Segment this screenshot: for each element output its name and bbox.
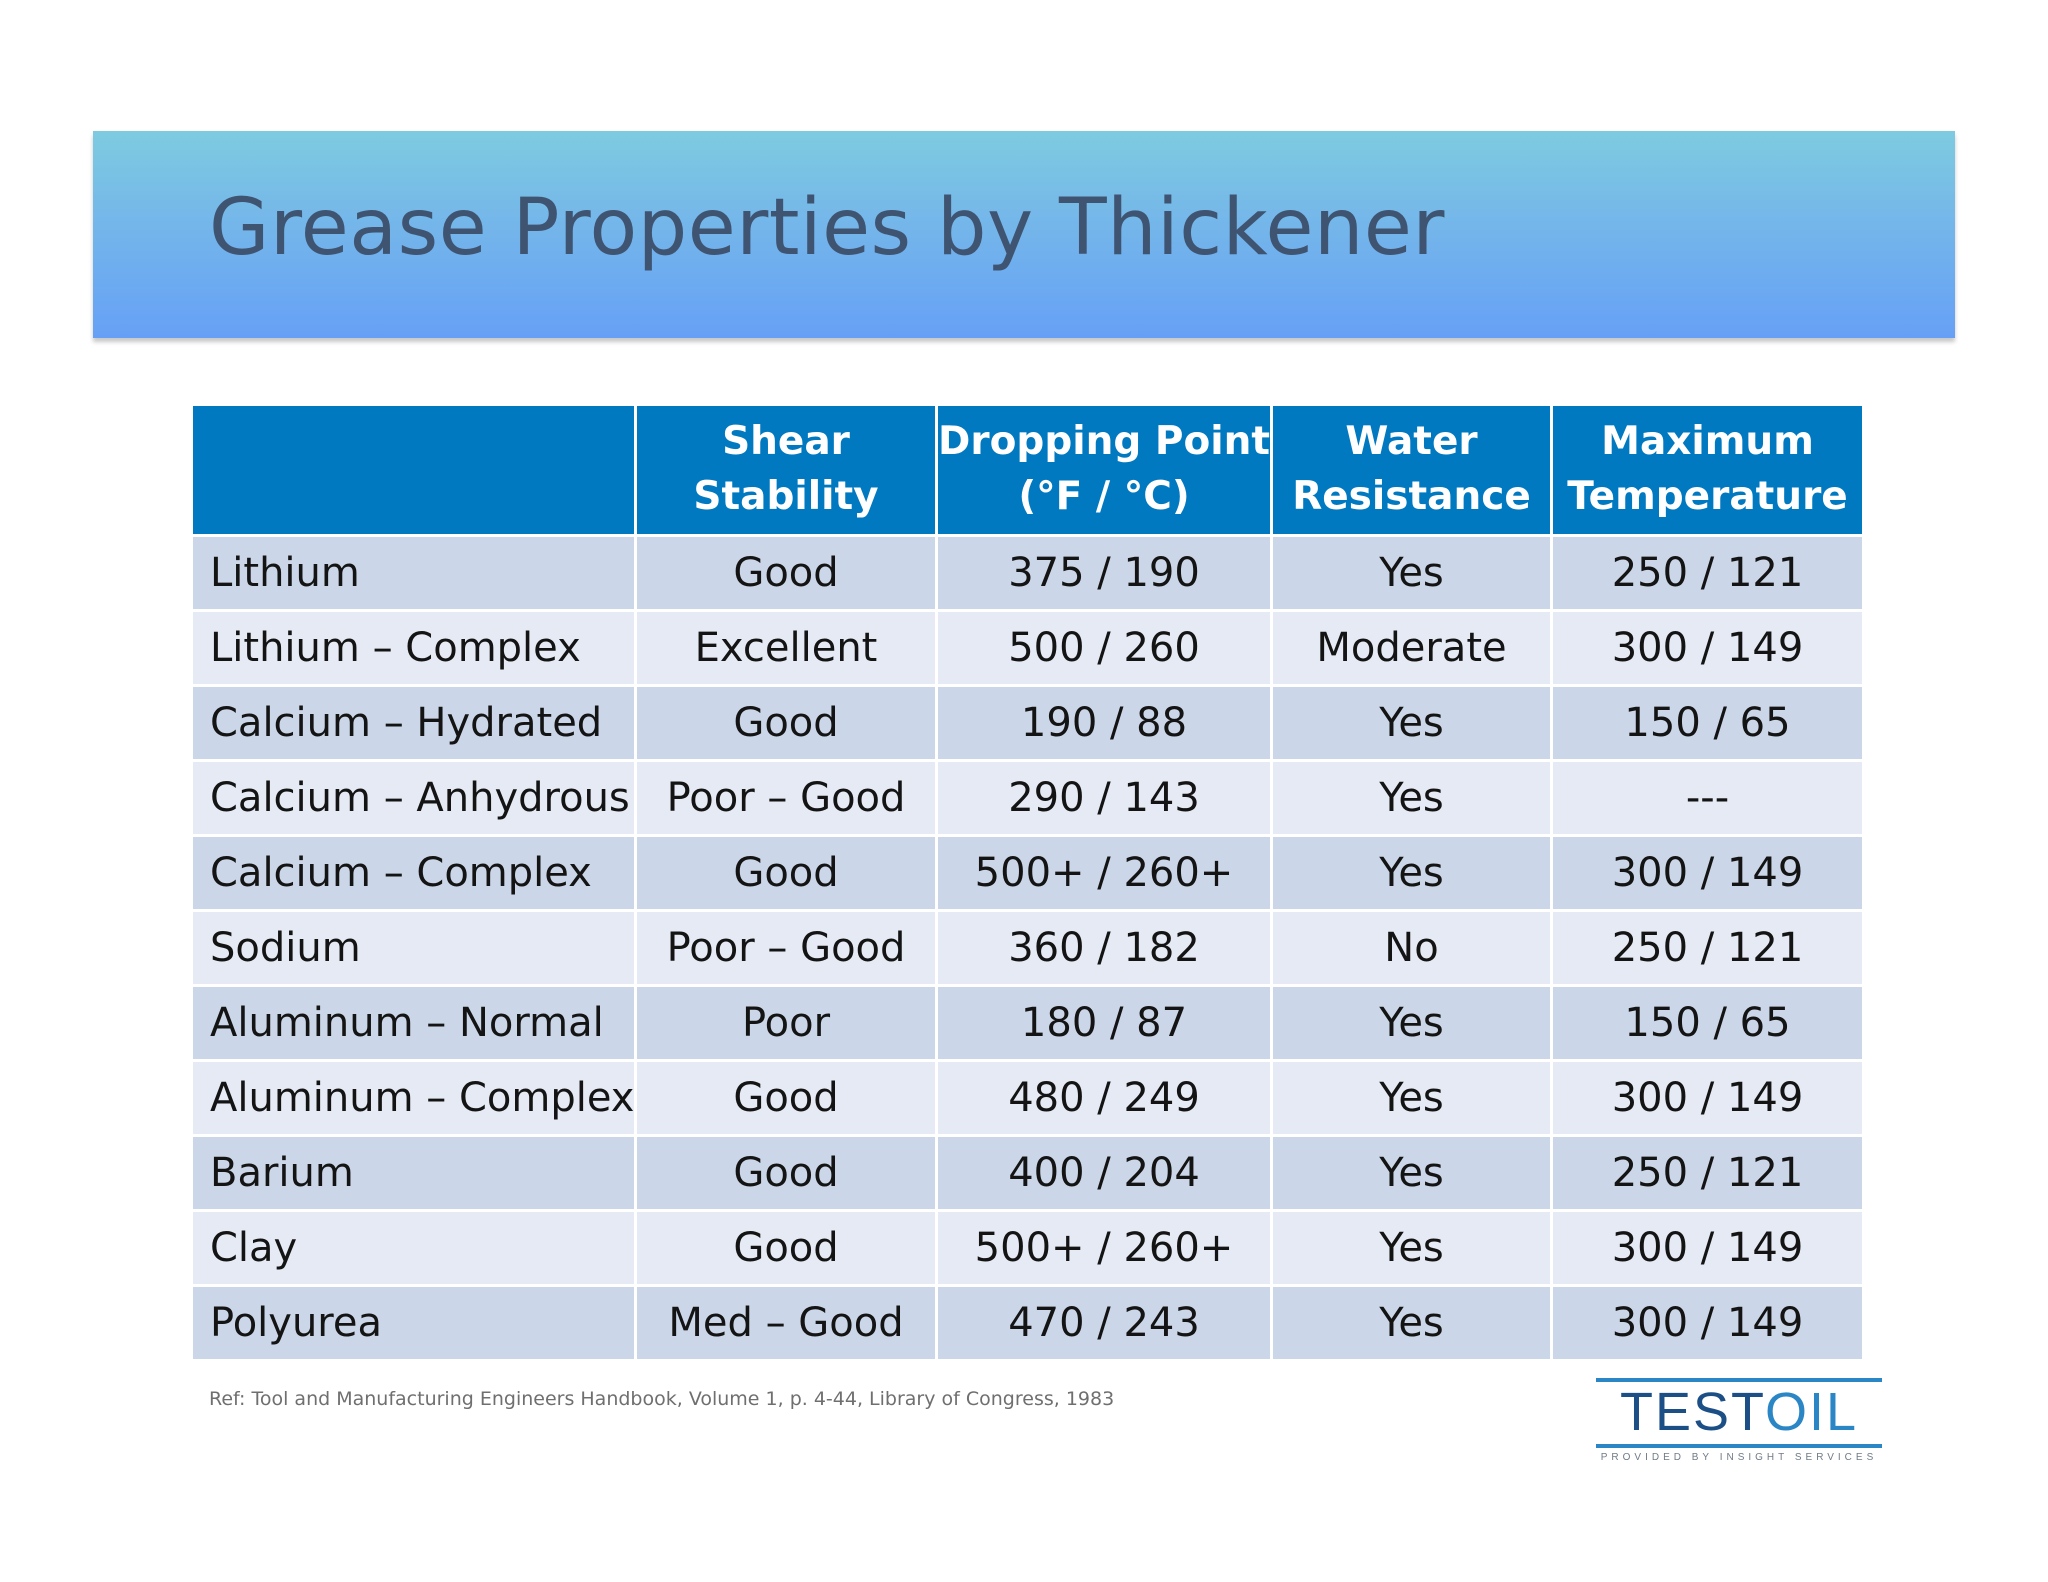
cell-water-resistance: Yes [1270, 684, 1553, 762]
logo-bottom-bar [1596, 1444, 1882, 1448]
cell-dropping-point: 290 / 143 [935, 759, 1273, 837]
cell-shear-stability: Poor [634, 984, 938, 1062]
header-line: (°F / °C) [1018, 474, 1190, 519]
cell-thickener: Calcium – Hydrated [190, 684, 637, 762]
cell-maximum-temperature: 250 / 121 [1550, 534, 1865, 612]
cell-shear-stability: Good [634, 1059, 938, 1137]
cell-maximum-temperature: 150 / 65 [1550, 984, 1865, 1062]
cell-dropping-point: 400 / 204 [935, 1134, 1273, 1212]
cell-dropping-point: 500+ / 260+ [935, 1209, 1273, 1287]
table-header-row: Shear Stability Dropping Point (°F / °C)… [190, 403, 1865, 537]
table-row: Aluminum – Complex Good 480 / 249 Yes 300 / … [190, 1059, 1865, 1137]
cell-dropping-point: 375 / 190 [935, 534, 1273, 612]
cell-dropping-point: 470 / 243 [935, 1284, 1273, 1362]
cell-maximum-temperature: 300 / 149 [1550, 1209, 1865, 1287]
title-banner: Grease Properties by Thickener [93, 131, 1955, 338]
cell-water-resistance: Yes [1270, 1284, 1553, 1362]
slide-title: Grease Properties by Thickener [209, 183, 1445, 273]
logo-top-bar [1596, 1378, 1882, 1382]
logo-word-oil: OIL [1764, 1382, 1859, 1442]
header-shear-stability: Shear Stability [634, 403, 938, 537]
cell-thickener: Barium [190, 1134, 637, 1212]
cell-water-resistance: Yes [1270, 1209, 1553, 1287]
table-row: Sodium Poor – Good 360 / 182 No 250 / 121 [190, 909, 1865, 987]
cell-thickener: Calcium – Complex [190, 834, 637, 912]
header-line: Stability [693, 474, 879, 519]
cell-maximum-temperature: 250 / 121 [1550, 909, 1865, 987]
cell-thickener: Lithium [190, 534, 637, 612]
header-line: Water [1345, 419, 1478, 465]
grease-properties-table: Shear Stability Dropping Point (°F / °C)… [190, 403, 1865, 1362]
cell-thickener: Sodium [190, 909, 637, 987]
cell-dropping-point: 360 / 182 [935, 909, 1273, 987]
cell-dropping-point: 190 / 88 [935, 684, 1273, 762]
cell-shear-stability: Good [634, 1134, 938, 1212]
cell-maximum-temperature: 250 / 121 [1550, 1134, 1865, 1212]
cell-water-resistance: Moderate [1270, 609, 1553, 687]
cell-shear-stability: Poor – Good [634, 759, 938, 837]
header-line: Maximum [1601, 419, 1814, 465]
cell-dropping-point: 480 / 249 [935, 1059, 1273, 1137]
header-dropping-point: Dropping Point (°F / °C) [935, 403, 1273, 537]
table-row: Calcium – Hydrated Good 190 / 88 Yes 150 / 6… [190, 684, 1865, 762]
cell-shear-stability: Poor – Good [634, 909, 938, 987]
cell-thickener: Polyurea [190, 1284, 637, 1362]
table-row: Calcium – Complex Good 500+ / 260+ Yes 300 /… [190, 834, 1865, 912]
header-maximum-temperature: Maximum Temperature [1550, 403, 1865, 537]
cell-water-resistance: Yes [1270, 834, 1553, 912]
testoil-logo: TESTOIL PROVIDED BY INSIGHT SERVICES [1596, 1378, 1882, 1464]
table-row: Aluminum – Normal Poor 180 / 87 Yes 150 / 65 [190, 984, 1865, 1062]
cell-maximum-temperature: 300 / 149 [1550, 609, 1865, 687]
header-thickener [190, 403, 637, 537]
table-row: Lithium – Complex Excellent 500 / 260 Moder… [190, 609, 1865, 687]
logo-word-test: TEST [1619, 1382, 1765, 1442]
cell-thickener: Calcium – Anhydrous [190, 759, 637, 837]
cell-maximum-temperature: 300 / 149 [1550, 834, 1865, 912]
table-row: Calcium – Anhydrous Poor – Good 290 / 143 Y… [190, 759, 1865, 837]
header-line: Temperature [1567, 474, 1848, 519]
cell-water-resistance: Yes [1270, 534, 1553, 612]
cell-water-resistance: No [1270, 909, 1553, 987]
cell-thickener: Aluminum – Complex [190, 1059, 637, 1137]
cell-shear-stability: Good [634, 534, 938, 612]
cell-water-resistance: Yes [1270, 759, 1553, 837]
table-row: Polyurea Med – Good 470 / 243 Yes 300 / 149 [190, 1284, 1865, 1362]
table-row: Barium Good 400 / 204 Yes 250 / 121 [190, 1134, 1865, 1212]
reference-note: Ref: Tool and Manufacturing Engineers Ha… [209, 1388, 1115, 1410]
table-row: Lithium Good 375 / 190 Yes 250 / 121 [190, 534, 1865, 612]
cell-thickener: Lithium – Complex [190, 609, 637, 687]
logo-tagline: PROVIDED BY INSIGHT SERVICES [1600, 1452, 1878, 1463]
header-line: Resistance [1292, 474, 1531, 519]
cell-maximum-temperature: --- [1550, 759, 1865, 837]
cell-maximum-temperature: 300 / 149 [1550, 1284, 1865, 1362]
header-line: Shear [722, 419, 850, 465]
cell-shear-stability: Good [634, 1209, 938, 1287]
cell-thickener: Clay [190, 1209, 637, 1287]
cell-water-resistance: Yes [1270, 984, 1553, 1062]
table-row: Clay Good 500+ / 260+ Yes 300 / 149 [190, 1209, 1865, 1287]
cell-shear-stability: Good [634, 684, 938, 762]
cell-dropping-point: 180 / 87 [935, 984, 1273, 1062]
header-line: Dropping Point [938, 419, 1271, 465]
cell-maximum-temperature: 300 / 149 [1550, 1059, 1865, 1137]
cell-dropping-point: 500 / 260 [935, 609, 1273, 687]
cell-shear-stability: Med – Good [634, 1284, 938, 1362]
cell-thickener: Aluminum – Normal [190, 984, 637, 1062]
cell-water-resistance: Yes [1270, 1134, 1553, 1212]
cell-dropping-point: 500+ / 260+ [935, 834, 1273, 912]
cell-maximum-temperature: 150 / 65 [1550, 684, 1865, 762]
table-body: Lithium Good 375 / 190 Yes 250 / 121 Lithium … [190, 534, 1865, 1362]
header-water-resistance: Water Resistance [1270, 403, 1553, 537]
logo-wordmark: TESTOIL [1596, 1384, 1882, 1440]
cell-shear-stability: Excellent [634, 609, 938, 687]
cell-water-resistance: Yes [1270, 1059, 1553, 1137]
cell-shear-stability: Good [634, 834, 938, 912]
